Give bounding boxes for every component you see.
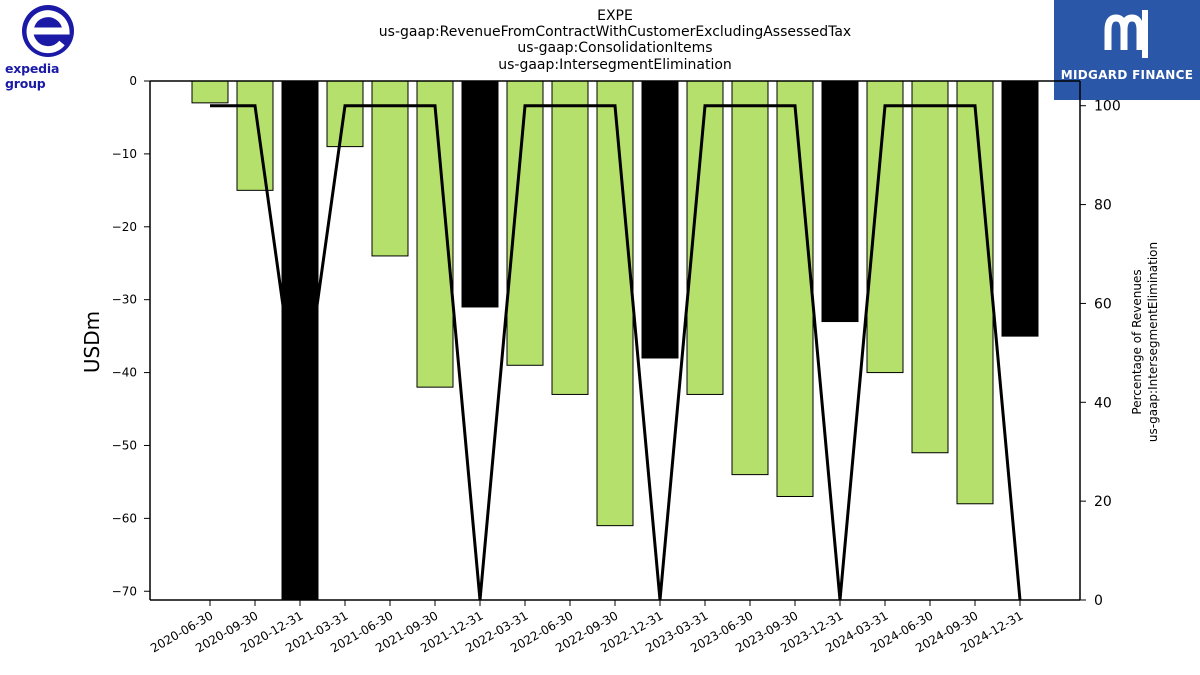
title-line-3: us-gaap:ConsolidationItems xyxy=(517,40,712,56)
midgard-logo-text: MIDGARD FINANCE xyxy=(1060,68,1194,82)
y2-tick-label: 100 xyxy=(1094,99,1121,115)
bar-2021-06-30 xyxy=(371,80,409,257)
y2-axis-label-line-2: us-gaap:IntersegmentElimination xyxy=(1146,242,1160,442)
y-tick-label: −70 xyxy=(112,584,137,598)
bar-2023-06-30 xyxy=(731,80,769,476)
y-tick-label: −10 xyxy=(112,147,137,161)
y-tick-label: 0 xyxy=(129,74,137,88)
bar-2020-09-30 xyxy=(236,80,274,191)
y-tick-label: −50 xyxy=(112,438,137,452)
y-axis-label: USDm xyxy=(80,311,104,373)
bar-2024-12-31 xyxy=(1001,80,1039,337)
midgard-finance-logo: MIDGARD FINANCE xyxy=(1054,0,1200,100)
bar-2024-09-30 xyxy=(956,80,994,505)
percentage-line-layer xyxy=(210,104,1022,601)
bar-2022-06-30 xyxy=(551,80,589,395)
bar-2023-12-31 xyxy=(821,80,859,323)
percentage-line xyxy=(210,104,1022,601)
y2-tick-label: 40 xyxy=(1094,395,1112,411)
y2-tick-label: 60 xyxy=(1094,296,1112,312)
y-tick-label: −40 xyxy=(112,366,137,380)
midgard-m-icon xyxy=(1104,10,1148,58)
y2-tick-label: 80 xyxy=(1094,198,1112,214)
bar-2024-06-30 xyxy=(911,80,949,454)
y-tick-label: −30 xyxy=(112,293,137,307)
title-line-2: us-gaap:RevenueFromContractWithCustomerE… xyxy=(379,24,851,40)
bar-2022-03-31 xyxy=(506,80,544,366)
y-tick-label: −60 xyxy=(112,511,137,525)
title-line-4: us-gaap:IntersegmentElimination xyxy=(498,57,732,73)
y2-tick-label: 0 xyxy=(1094,593,1103,609)
chart-title: EXPE us-gaap:RevenueFromContractWithCust… xyxy=(379,8,851,73)
bar-2020-06-30 xyxy=(191,80,229,104)
bar-2022-12-31 xyxy=(641,80,679,359)
bar-2024-03-31 xyxy=(866,80,904,374)
expedia-logo-text: expedia group xyxy=(5,61,60,91)
expedia-group-logo: expedia group xyxy=(0,0,100,91)
expedia-e-icon xyxy=(22,5,74,57)
bars-layer xyxy=(191,80,1039,601)
y2-axis-label-line-1: Percentage of Revenues xyxy=(1130,269,1144,414)
title-line-1: EXPE xyxy=(597,8,633,24)
bar-2023-09-30 xyxy=(776,80,814,497)
y-tick-label: −20 xyxy=(112,220,137,234)
bar-2022-09-30 xyxy=(596,80,634,527)
y2-tick-label: 20 xyxy=(1094,494,1112,510)
bar-2021-12-31 xyxy=(461,80,499,308)
